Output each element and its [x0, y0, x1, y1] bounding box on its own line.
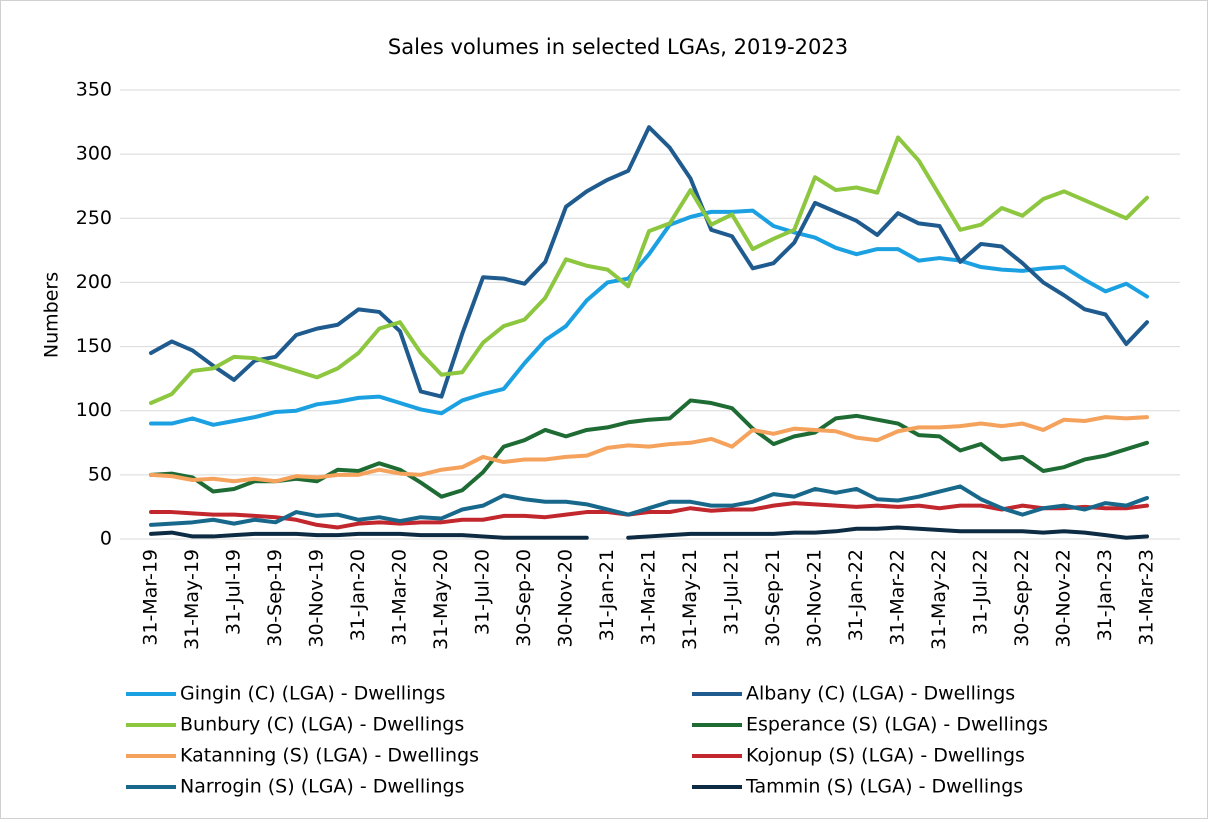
legend-label: Esperance (S) (LGA) - Dwellings — [746, 714, 1048, 736]
x-tick-label: 31-Jul-19 — [223, 549, 245, 635]
x-tick-label: 30-Sep-22 — [1011, 549, 1033, 647]
x-tick-label: 31-Mar-21 — [638, 549, 660, 646]
x-tick-label: 31-Jul-20 — [472, 549, 494, 635]
y-tick-label: 350 — [76, 79, 112, 101]
series-line — [149, 398, 1149, 499]
x-tick-label: 31-May-22 — [928, 549, 950, 650]
y-tick-label: 250 — [76, 207, 112, 229]
y-axis-label: Numbers — [41, 272, 63, 358]
legend-label: Albany (C) (LGA) - Dwellings — [746, 683, 1015, 705]
y-tick-label: 100 — [76, 399, 112, 421]
x-tick-label: 30-Nov-22 — [1053, 549, 1075, 648]
x-tick-label: 31-Jan-23 — [1094, 549, 1116, 641]
x-tick-label: 31-May-19 — [181, 549, 203, 650]
x-tick-label: 31-Mar-23 — [1136, 549, 1158, 646]
y-tick-label: 150 — [76, 335, 112, 357]
x-tick-label: 31-May-20 — [430, 549, 452, 650]
series-line — [149, 415, 1149, 484]
x-tick-label: 31-May-21 — [679, 549, 701, 650]
series-line — [149, 484, 1149, 527]
x-tick-label: 30-Sep-19 — [264, 549, 286, 647]
series-line — [149, 208, 1149, 427]
y-tick-label: 200 — [76, 271, 112, 293]
series-line — [149, 501, 1149, 530]
x-tick-label: 31-Jul-22 — [970, 549, 992, 635]
series-line — [149, 125, 1149, 399]
legend-label: Kojonup (S) (LGA) - Dwellings — [746, 745, 1025, 767]
chart-title: Sales volumes in selected LGAs, 2019-202… — [388, 35, 848, 59]
series-line — [149, 135, 1149, 406]
x-tick-label: 31-Mar-20 — [389, 549, 411, 646]
x-tick-label: 30-Sep-21 — [762, 549, 784, 647]
series-line — [149, 530, 589, 540]
x-tick-label: 31-Mar-22 — [887, 549, 909, 646]
x-tick-label: 31-Mar-19 — [140, 549, 162, 646]
x-tick-label: 31-Jul-21 — [721, 549, 743, 635]
legend-label: Bunbury (C) (LGA) - Dwellings — [180, 714, 464, 736]
x-tick-label: 30-Nov-20 — [555, 549, 577, 648]
x-tick-label: 31-Jan-21 — [596, 549, 618, 641]
legend-label: Tammin (S) (LGA) - Dwellings — [745, 776, 1023, 798]
legend-label: Katanning (S) (LGA) - Dwellings — [180, 745, 479, 767]
x-tick-label: 30-Nov-19 — [306, 549, 328, 648]
legend-label: Gingin (C) (LGA) - Dwellings — [180, 683, 445, 705]
y-tick-label: 0 — [100, 528, 112, 550]
series-line — [626, 525, 1149, 540]
y-tick-label: 300 — [76, 143, 112, 165]
x-tick-label: 31-Jan-22 — [845, 549, 867, 641]
x-tick-label: 31-Jan-20 — [347, 549, 369, 641]
x-tick-label: 30-Nov-21 — [804, 549, 826, 648]
x-tick-label: 30-Sep-20 — [513, 549, 535, 647]
y-tick-label: 50 — [88, 463, 112, 485]
legend-label: Narrogin (S) (LGA) - Dwellings — [180, 776, 464, 798]
